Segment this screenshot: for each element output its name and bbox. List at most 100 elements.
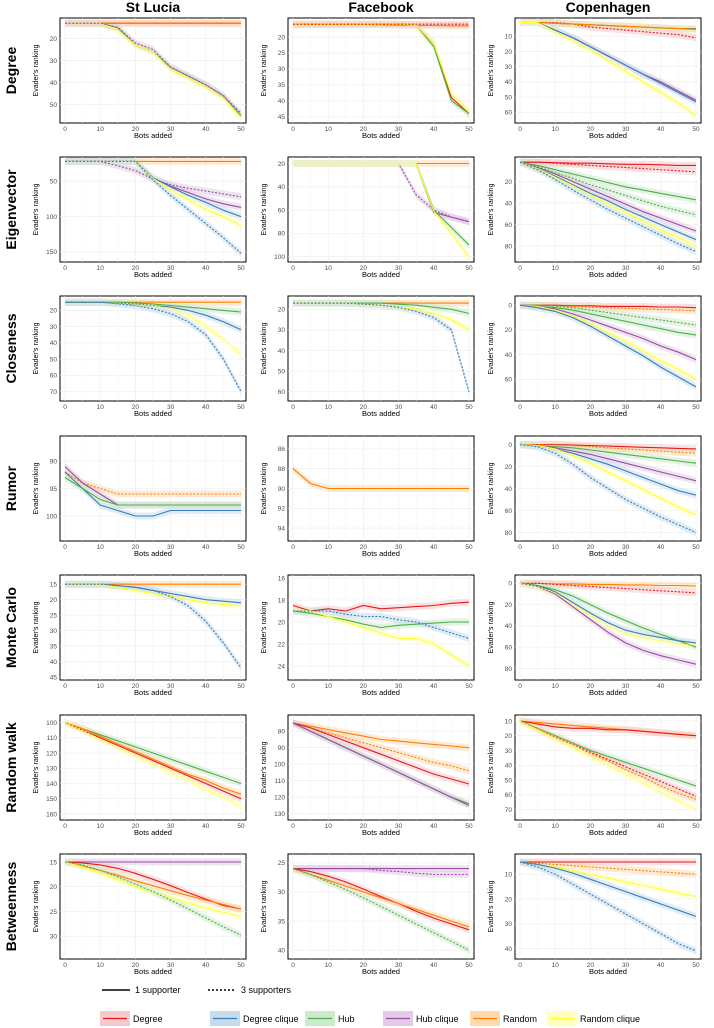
x-tick-label: 40 (202, 683, 210, 690)
x-tick-label: 40 (430, 823, 438, 830)
y-axis-title: Evader's ranking (33, 601, 40, 653)
x-tick-label: 30 (167, 823, 175, 830)
x-axis-title: Bots added (134, 270, 172, 279)
y-tick-label: 60 (505, 377, 513, 384)
x-tick-label: 40 (657, 126, 665, 133)
y-axis-title: Evader's ranking (261, 741, 268, 793)
x-axis-title: Bots added (362, 549, 400, 558)
x-tick-label: 50 (465, 962, 473, 969)
x-tick-label: 0 (518, 683, 522, 690)
x-axis-title: Bots added (134, 131, 172, 140)
panel-rumor-copenhagen: 0 10 20 30 40 50 0 20 40 60 80 Bots added Evader's r… (488, 435, 702, 558)
panel-rumor-facebook: 0 10 20 30 40 50 86 88 90 92 94 Bots added Evader's … (261, 435, 475, 558)
y-tick-label: 35 (278, 918, 286, 925)
y-tick-label: 40 (505, 352, 513, 359)
series-line-random-1-supporter (64, 722, 242, 795)
x-tick-label: 40 (430, 962, 438, 969)
x-axis-title: Bots added (362, 270, 400, 279)
plot-area (519, 441, 697, 536)
x-tick-label: 40 (657, 823, 665, 830)
y-tick-label: 100 (46, 214, 57, 221)
x-tick-label: 40 (430, 126, 438, 133)
x-tick-label: 50 (465, 126, 473, 133)
x-tick-label: 30 (167, 683, 175, 690)
series-line-hub-1-supporter (519, 161, 697, 201)
ribbon-degree-clique-3 (293, 607, 469, 642)
y-axis-title: Evader's ranking (33, 462, 40, 514)
y-tick-label: 60 (505, 508, 513, 515)
x-tick-label: 50 (465, 265, 473, 272)
x-tick-label: 20 (132, 962, 140, 969)
x-tick-label: 10 (97, 823, 105, 830)
y-tick-label: 20 (505, 327, 513, 334)
series-line-random-3-supporter (519, 861, 697, 875)
ribbon-degree-clique-1 (65, 468, 241, 520)
series-line-degree-1-supporter (64, 722, 242, 800)
panel-degree-facebook: 0 10 20 30 40 50 20 25 30 35 40 45 Bots added Evader'… (261, 17, 475, 140)
x-tick-label: 30 (622, 265, 630, 272)
ribbon-degree-clique-1 (520, 858, 696, 920)
plot-area (293, 20, 470, 118)
x-tick-label: 30 (622, 544, 630, 551)
series-line-hub-1-supporter (64, 722, 242, 785)
y-axis-title: Evader's ranking (261, 44, 268, 96)
row-header-betweenness: Betweenness (3, 862, 19, 952)
series-line-hub-3-supporter (64, 861, 242, 936)
legend-label-1-supporter: 1 supporter (135, 985, 181, 995)
x-tick-label: 0 (63, 823, 67, 830)
y-tick-label: 35 (278, 82, 286, 89)
series-line-degree-clique-1-supporter (519, 582, 697, 644)
y-tick-label: 30 (278, 66, 286, 73)
column-header-st-lucia: St Lucia (126, 0, 181, 15)
row-header-rumor: Rumor (3, 465, 19, 511)
plot-area (292, 598, 470, 670)
series-line-degree-1-supporter (292, 722, 470, 785)
x-tick-label: 50 (237, 404, 245, 411)
x-tick-label: 20 (360, 544, 368, 551)
x-tick-label: 30 (167, 404, 175, 411)
y-tick-label: 100 (274, 254, 285, 261)
x-axis-title: Bots added (134, 549, 172, 558)
x-tick-label: 20 (360, 962, 368, 969)
y-tick-label: 120 (274, 795, 285, 802)
x-tick-label: 40 (202, 962, 210, 969)
y-tick-label: 100 (46, 513, 57, 520)
plot-area (519, 858, 697, 955)
y-tick-label: 94 (278, 525, 286, 532)
x-tick-label: 0 (63, 544, 67, 551)
plot-area (64, 719, 242, 810)
panel-eigenvector-st-lucia: 0 10 20 30 40 50 50 100 150 Bots added Evader's ra… (33, 156, 247, 279)
y-tick-label: 40 (278, 947, 286, 954)
y-tick-label: 20 (505, 179, 513, 186)
y-tick-label: 40 (505, 79, 513, 86)
x-tick-label: 0 (291, 126, 295, 133)
y-tick-label: 130 (46, 766, 57, 773)
plot-area (519, 717, 697, 814)
series-line-degree-clique-3-supporter (65, 160, 242, 254)
series-line-hub-clique-1-supporter (519, 304, 697, 361)
series-line-hub-1-supporter (519, 582, 697, 648)
x-tick-label: 40 (202, 544, 210, 551)
x-tick-label: 40 (430, 683, 438, 690)
y-tick-label: 90 (278, 486, 286, 493)
panel-degree-copenhagen: 0 10 20 30 40 50 10 20 30 40 50 60 Bots added Evader'… (488, 17, 702, 140)
y-tick-label: 40 (50, 659, 58, 666)
y-tick-label: 120 (46, 750, 57, 757)
y-tick-label: 40 (505, 946, 513, 953)
plot-area (65, 298, 242, 395)
panel-random-walk-st-lucia: 0 10 20 30 40 50 100 110 120 130 140 150 160 Bots add… (33, 714, 247, 837)
row-header-random-walk: Random walk (3, 722, 19, 812)
panel-betweenness-copenhagen: 0 10 20 30 40 50 10 20 30 40 Bots added Evader's ra… (488, 853, 702, 976)
x-tick-label: 20 (587, 404, 595, 411)
plot-area (519, 579, 697, 668)
y-tick-label: 20 (50, 308, 58, 315)
y-tick-label: 20 (505, 733, 513, 740)
y-tick-label: 40 (505, 200, 513, 207)
series-line-hub-1-supporter (64, 477, 241, 506)
y-axis-title: Evader's ranking (261, 880, 268, 932)
series-line-degree-clique-1-supporter (519, 304, 697, 388)
x-tick-label: 20 (587, 823, 595, 830)
series-line-hub-clique-1-supporter (519, 443, 697, 482)
series-line-degree-clique-3-supporter (293, 302, 470, 392)
x-tick-label: 40 (202, 126, 210, 133)
